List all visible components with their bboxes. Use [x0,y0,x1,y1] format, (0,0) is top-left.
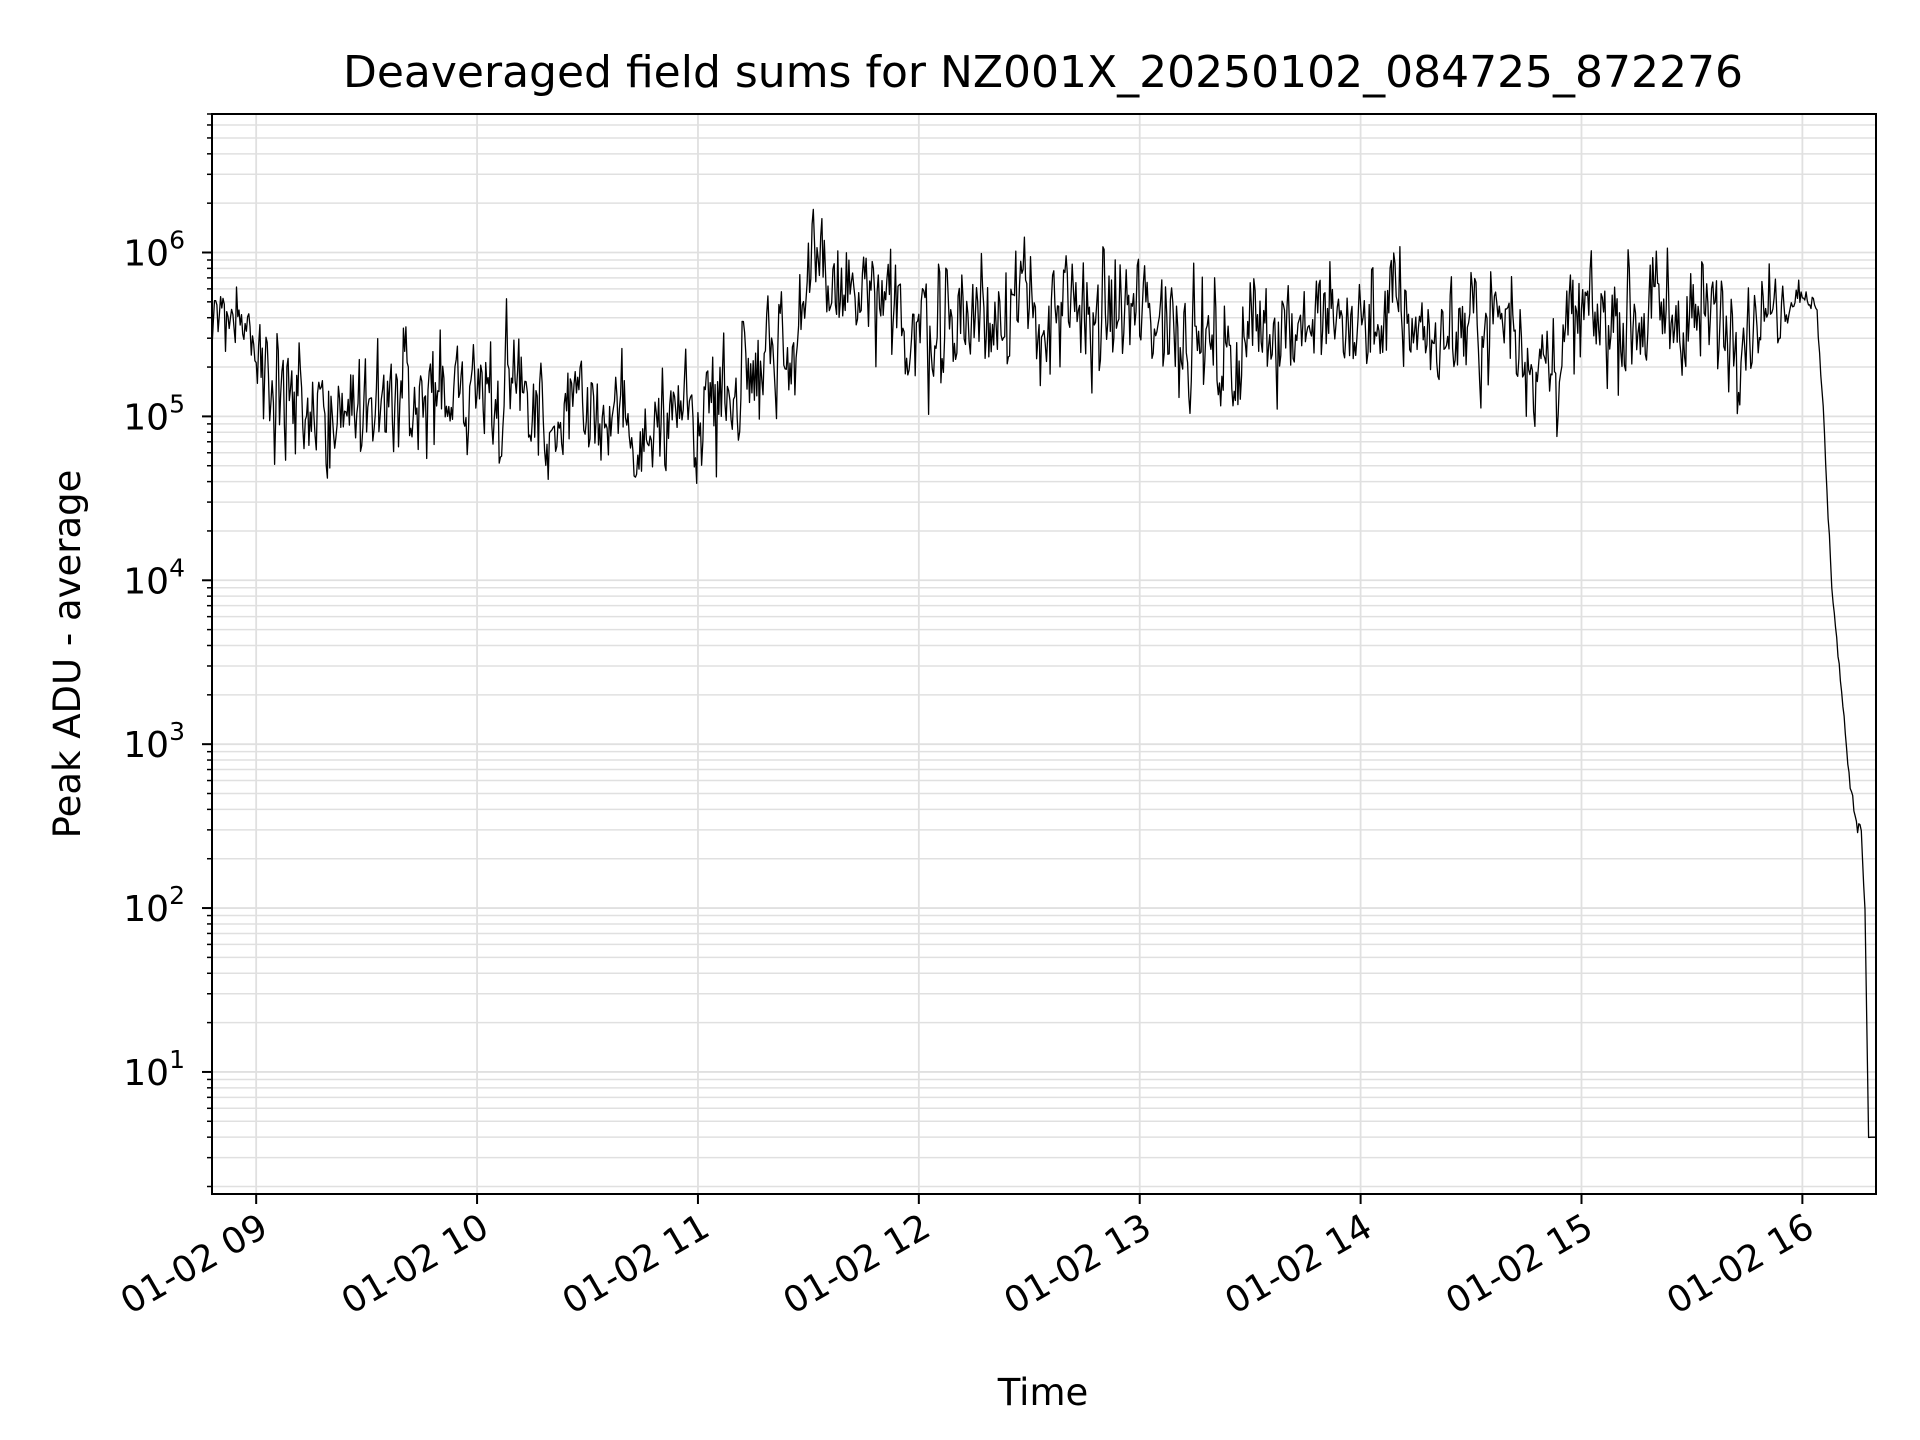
y-tick-marks: 101 102 103 104 105 106 [123,113,212,1188]
y-tick-label: 106 [123,226,185,275]
y-tick-label: 104 [123,553,185,602]
y-tick-label: 105 [123,389,185,438]
axes-background [212,114,1876,1194]
y-axis: 101 102 103 104 105 106 Peak ADU - average [46,113,212,1188]
chart-title: Deaveraged field sums for NZ001X_2025010… [343,47,1743,98]
plot-area [211,113,1877,1195]
y-tick-label: 103 [123,717,185,766]
grid [212,113,1876,1194]
y-tick-label: 102 [123,881,185,930]
y-axis-title: Peak ADU - average [46,470,89,839]
y-tick-label: 101 [123,1045,185,1094]
x-axis-title: Time [997,1371,1089,1414]
axes-frame [211,113,1877,1195]
series-line [211,208,1876,1139]
